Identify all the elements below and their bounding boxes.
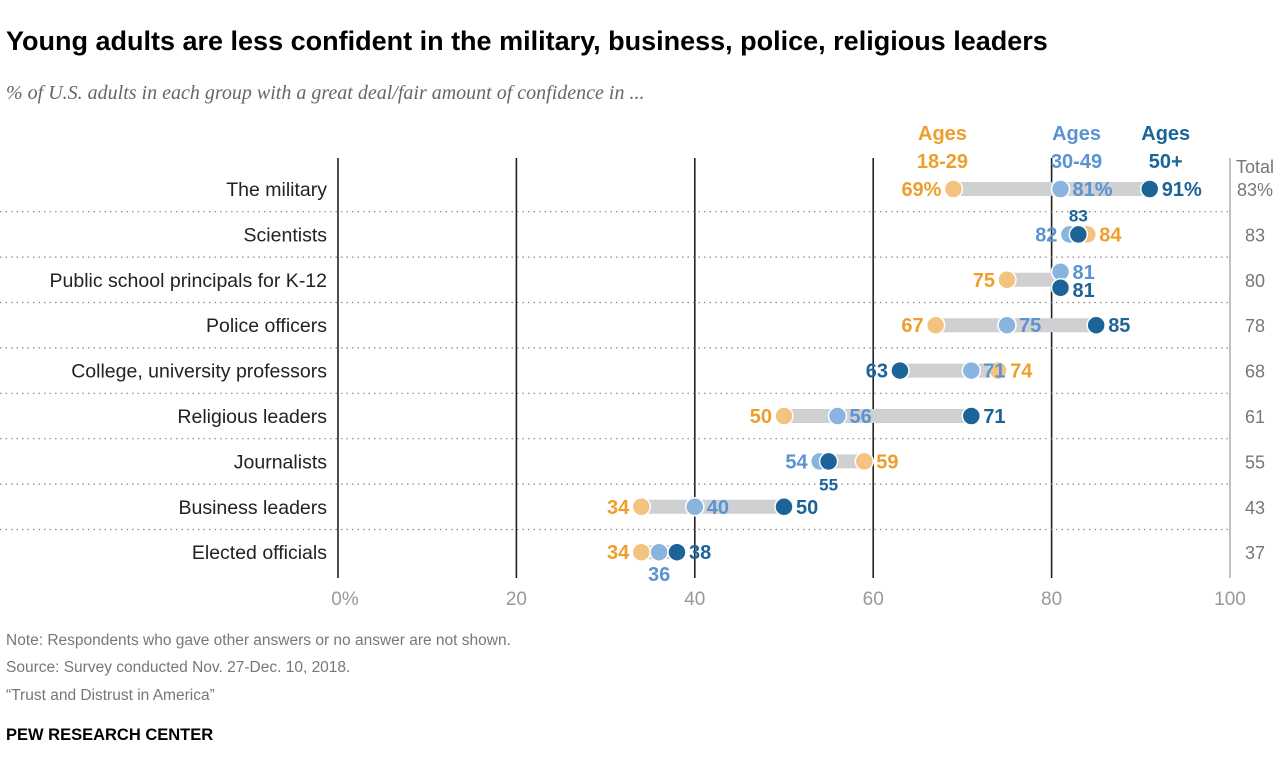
data-label: 85 — [1108, 315, 1130, 337]
source-note: Source: Survey conducted Nov. 27-Dec. 10… — [6, 659, 351, 676]
data-dot — [890, 360, 910, 381]
data-label: 40 — [707, 497, 729, 519]
data-dot — [1139, 179, 1160, 199]
data-label: 71 — [983, 406, 1005, 428]
total-value: 61 — [1245, 407, 1265, 427]
series-label: 30-49 — [1051, 151, 1102, 173]
data-dot — [631, 497, 652, 517]
data-dot — [774, 406, 794, 426]
data-label: 34 — [607, 497, 630, 519]
x-tick-label: 20 — [506, 589, 527, 610]
data-label: 81 — [1073, 262, 1095, 284]
data-label: 59 — [876, 451, 898, 473]
category-label: Scientists — [244, 224, 328, 246]
data-label: 71 — [983, 361, 1005, 383]
data-label: 55 — [819, 475, 838, 494]
series-label: Ages — [918, 123, 967, 145]
data-label: 74 — [1010, 361, 1033, 383]
data-label: 91% — [1162, 179, 1202, 201]
total-header: Total — [1236, 157, 1274, 177]
data-dot — [997, 270, 1017, 290]
data-dot — [667, 542, 687, 562]
category-label: College, university professors — [71, 361, 327, 383]
data-label: 56 — [850, 406, 872, 428]
series-label: 50+ — [1149, 151, 1183, 173]
total-value: 43 — [1245, 498, 1265, 518]
data-label: 38 — [689, 542, 711, 564]
data-dot — [854, 451, 875, 472]
data-dot — [925, 315, 946, 335]
data-dot — [649, 542, 669, 562]
total-value: 37 — [1245, 543, 1265, 563]
data-dot — [774, 497, 794, 517]
category-label: Religious leaders — [177, 406, 327, 428]
data-dot — [1068, 224, 1089, 245]
category-label: Business leaders — [179, 497, 328, 519]
data-dot — [997, 315, 1017, 335]
total-value: 83 — [1245, 225, 1265, 245]
data-dot — [1086, 315, 1106, 335]
x-tick-label: 40 — [684, 589, 705, 610]
category-label: Police officers — [206, 315, 327, 337]
total-value: 80 — [1245, 271, 1265, 291]
data-dot — [961, 360, 982, 381]
data-dot — [685, 497, 705, 517]
x-tick-label: 100 — [1214, 589, 1246, 610]
data-label: 75 — [1019, 315, 1041, 337]
data-label: 81% — [1073, 179, 1113, 201]
data-dot — [818, 451, 839, 472]
data-label: 83 — [1069, 206, 1088, 225]
data-label: 50 — [750, 406, 772, 428]
total-value: 78 — [1245, 316, 1265, 336]
data-dot — [827, 406, 848, 426]
data-dot — [961, 406, 982, 426]
chart-title: Young adults are less confident in the m… — [6, 26, 1048, 56]
series-label: Ages — [1141, 123, 1190, 145]
category-label: Public school principals for K-12 — [50, 270, 327, 292]
brand-logo: PEW RESEARCH CENTER — [6, 726, 214, 744]
chart-subtitle: % of U.S. adults in each group with a gr… — [6, 82, 645, 104]
data-dot — [1050, 179, 1071, 199]
data-label: 81 — [1073, 280, 1095, 302]
data-label: 50 — [796, 497, 818, 519]
data-dot — [631, 542, 652, 562]
data-label: 36 — [648, 564, 670, 586]
data-dot — [988, 360, 1008, 381]
category-label: Elected officials — [192, 542, 327, 564]
series-label: 18-29 — [917, 151, 968, 173]
data-label: 82 — [1035, 224, 1057, 246]
x-tick-label: 0% — [331, 589, 359, 610]
category-label: Journalists — [234, 451, 327, 473]
data-label: 75 — [973, 270, 995, 292]
x-tick-label: 60 — [863, 589, 884, 610]
total-value: 83% — [1237, 180, 1273, 200]
category-label: The military — [226, 179, 327, 201]
data-dot — [943, 179, 964, 199]
series-label: Ages — [1052, 123, 1101, 145]
footnote: Note: Respondents who gave other answers… — [6, 632, 511, 649]
data-label: 63 — [866, 361, 888, 383]
x-tick-label: 80 — [1041, 589, 1062, 610]
data-dot — [1050, 278, 1071, 298]
data-label: 84 — [1099, 224, 1122, 246]
report-title: “Trust and Distrust in America” — [6, 687, 215, 704]
data-label: 67 — [901, 315, 923, 337]
data-label: 54 — [785, 451, 808, 473]
data-label: 34 — [607, 542, 630, 564]
total-value: 68 — [1245, 362, 1265, 382]
data-label: 69% — [901, 179, 941, 201]
total-value: 55 — [1245, 452, 1265, 472]
